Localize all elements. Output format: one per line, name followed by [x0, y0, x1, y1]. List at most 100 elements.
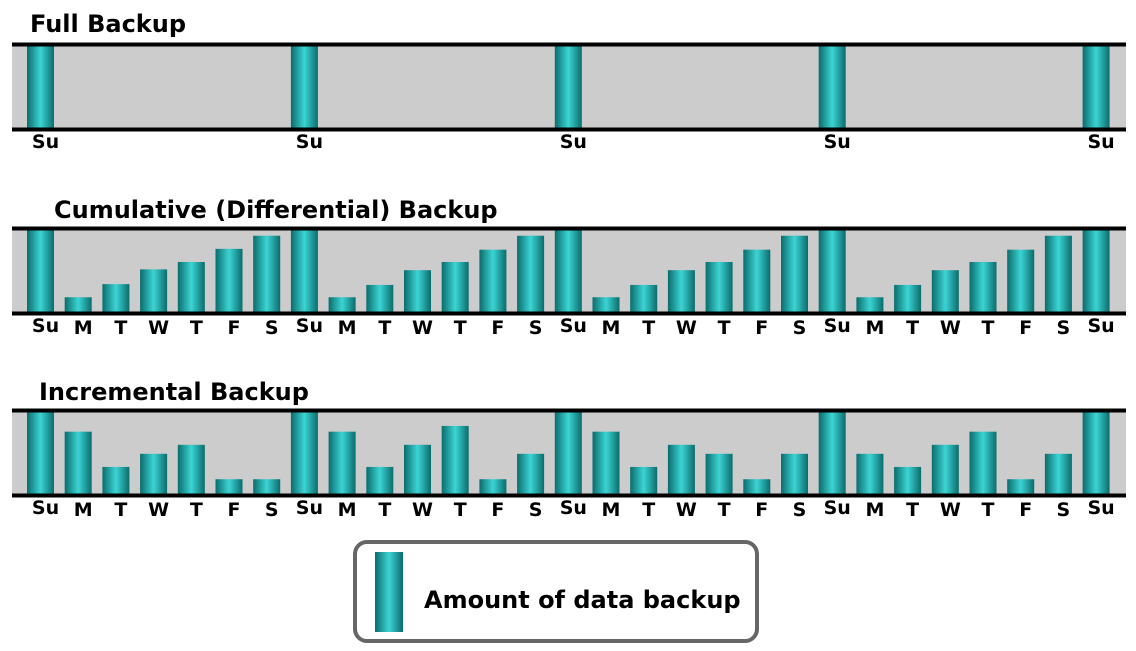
bar	[1007, 249, 1035, 312]
tick-label: W	[412, 499, 433, 521]
panel-1: Full Backup Su Su Su Su Su	[12, 10, 1126, 153]
tick-label: F	[228, 499, 241, 521]
tick-label: W	[940, 317, 961, 339]
tick-label: T	[378, 317, 391, 339]
tick-label: Su	[1087, 497, 1114, 519]
bar	[404, 444, 431, 494]
bar	[1007, 479, 1035, 494]
tick-label: F	[1019, 499, 1032, 521]
tick-label: F	[491, 499, 504, 521]
bar	[818, 230, 846, 312]
chart-title: Incremental Backup	[39, 378, 309, 406]
bar	[64, 431, 92, 494]
bar	[290, 230, 318, 312]
tick-label: Su	[296, 315, 323, 337]
tick-label: S	[1057, 317, 1071, 339]
bar	[140, 269, 168, 312]
tick-label: S	[265, 317, 279, 339]
bar	[969, 431, 997, 494]
bar	[366, 284, 394, 312]
tick-label: M	[74, 317, 93, 339]
bar	[328, 431, 356, 494]
bar	[1082, 46, 1110, 128]
bar	[554, 230, 582, 312]
bar	[290, 412, 318, 494]
bar	[366, 466, 394, 494]
tick-label: Su	[1087, 131, 1114, 153]
bar	[969, 261, 997, 312]
legend-box	[353, 540, 759, 643]
bar	[818, 412, 846, 494]
chart-title: Full Backup	[30, 10, 186, 38]
legend-label: Amount of data backup	[424, 586, 741, 614]
bar	[215, 248, 243, 312]
tick-label: T	[982, 499, 995, 521]
tick-label: Su	[32, 131, 59, 153]
bar	[856, 297, 884, 312]
tick-label: T	[114, 499, 127, 521]
tick-label: Su	[296, 131, 323, 153]
bar	[177, 444, 205, 494]
bar	[894, 284, 922, 312]
tick-label: S	[793, 499, 807, 521]
tick-label: S	[793, 317, 807, 339]
bar	[1044, 453, 1072, 494]
tick-label: T	[454, 317, 467, 339]
bar	[856, 453, 884, 494]
legend-swatch	[375, 552, 403, 632]
bar	[479, 249, 507, 312]
tick-label: Su	[296, 497, 323, 519]
bar	[27, 46, 54, 128]
bar	[592, 431, 620, 494]
bar	[1082, 230, 1110, 312]
tick-label: W	[148, 499, 169, 521]
bar	[931, 444, 959, 494]
tick-label: W	[412, 317, 433, 339]
bar	[290, 46, 318, 128]
tick-label: T	[906, 499, 919, 521]
bar	[781, 453, 808, 494]
tick-label: W	[940, 499, 961, 521]
bar	[27, 412, 54, 494]
tick-label: T	[642, 317, 655, 339]
bar	[667, 444, 695, 494]
tick-label: F	[228, 317, 241, 339]
tick-label: M	[338, 499, 357, 521]
bar	[441, 261, 469, 312]
tick-label: S	[1057, 499, 1071, 521]
tick-label: Su	[560, 315, 587, 337]
tick-label: F	[755, 317, 768, 339]
tick-label: T	[190, 499, 203, 521]
tick-label: M	[865, 317, 884, 339]
bar	[630, 284, 658, 312]
bar	[404, 270, 431, 312]
tick-label: Su	[32, 315, 59, 337]
bar	[554, 46, 582, 128]
bar	[818, 46, 846, 128]
tick-label: M	[338, 317, 357, 339]
bar	[705, 261, 733, 312]
bar	[630, 466, 658, 494]
tick-label: T	[454, 499, 467, 521]
bar	[479, 479, 507, 494]
tick-label: T	[906, 317, 919, 339]
tick-label: T	[718, 317, 731, 339]
tick-label: M	[865, 499, 884, 521]
bar	[1082, 412, 1110, 494]
bar	[102, 284, 130, 312]
tick-label: Su	[1087, 315, 1114, 337]
tick-label: Su	[560, 131, 587, 153]
tick-label: M	[74, 499, 93, 521]
bar	[328, 297, 356, 312]
bar	[27, 230, 54, 312]
tick-label: F	[1019, 317, 1032, 339]
tick-label: M	[602, 317, 621, 339]
bar	[743, 249, 771, 312]
tick-label: W	[676, 499, 697, 521]
chart-title: Cumulative (Differential) Backup	[54, 196, 498, 224]
bar	[102, 466, 130, 494]
tick-label: T	[378, 499, 391, 521]
tick-label: S	[265, 499, 279, 521]
